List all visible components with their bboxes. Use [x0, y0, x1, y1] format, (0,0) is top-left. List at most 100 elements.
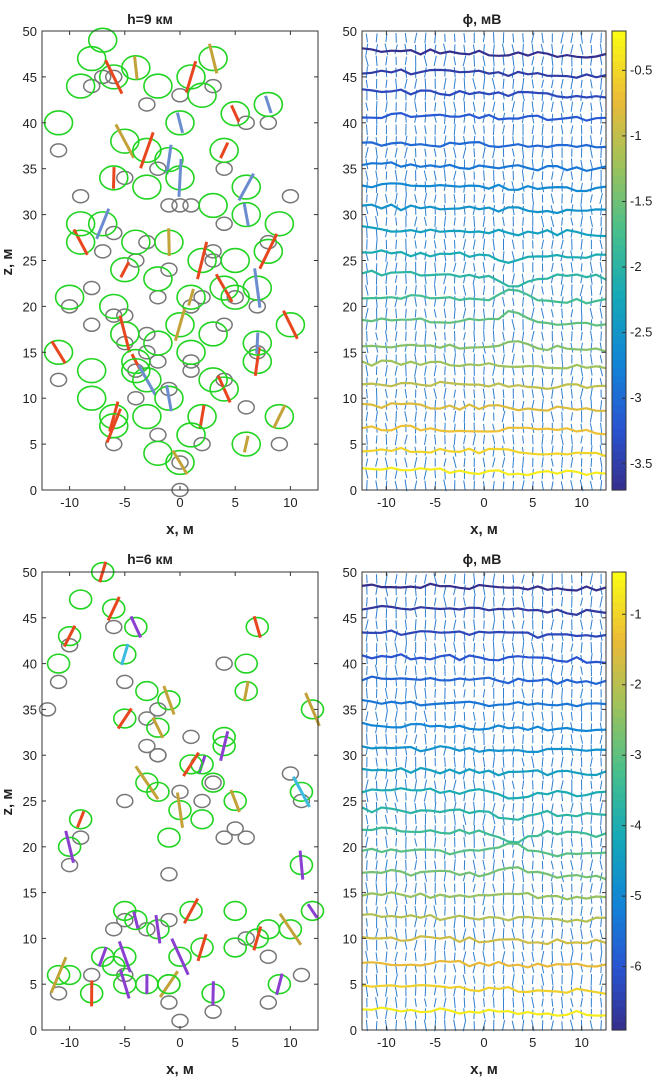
- field-arrow: [521, 700, 525, 710]
- field-arrow: [492, 859, 495, 871]
- field-arrow: [443, 239, 447, 250]
- field-arrow: [550, 836, 554, 848]
- dipole-line: [97, 946, 108, 967]
- colorbar-segment: [612, 854, 626, 863]
- field-arrow: [473, 1008, 476, 1020]
- field-arrow: [424, 998, 427, 1007]
- field-arrow: [423, 710, 428, 723]
- field-arrow: [511, 620, 515, 630]
- field-arrow: [512, 33, 515, 43]
- contour-line: [361, 787, 607, 800]
- gray-ellipse: [237, 115, 255, 131]
- green-ellipse: [165, 312, 195, 338]
- gray-ellipse: [138, 738, 156, 754]
- x-axis-label-top-right: x, м: [470, 521, 498, 538]
- field-arrow: [492, 434, 496, 445]
- contour-line: [361, 675, 607, 686]
- field-arrow: [473, 135, 476, 147]
- field-arrow: [579, 43, 584, 55]
- colorbar-tick-label: -5: [630, 888, 642, 903]
- field-arrow: [492, 342, 496, 353]
- field-arrow: [492, 802, 496, 813]
- field-arrow: [531, 951, 535, 962]
- field-arrow: [599, 986, 603, 997]
- field-arrow: [404, 78, 408, 89]
- field-arrow: [365, 136, 369, 147]
- field-arrow: [424, 125, 427, 135]
- field-arrow: [424, 619, 427, 630]
- field-arrow: [443, 262, 447, 273]
- field-arrow: [599, 193, 603, 204]
- colorbar-segment: [612, 991, 626, 1001]
- field-arrow: [453, 689, 456, 698]
- green-ellipse: [110, 256, 140, 283]
- field-arrow: [492, 101, 496, 112]
- field-arrow: [570, 44, 574, 55]
- field-arrow: [589, 906, 593, 916]
- field-arrow: [551, 43, 554, 56]
- field-arrow: [404, 469, 408, 478]
- field-arrow: [394, 597, 398, 607]
- field-arrow: [560, 734, 564, 744]
- dipole-line: [275, 973, 284, 996]
- field-arrow: [492, 216, 495, 227]
- field-arrow: [570, 918, 573, 927]
- field-arrow: [580, 952, 583, 961]
- field-arrow: [423, 216, 427, 227]
- y-tick-label: 50: [23, 24, 37, 39]
- x-tick-label: 5: [529, 1035, 536, 1050]
- field-arrow: [414, 319, 417, 331]
- field-arrow: [365, 814, 369, 825]
- dipole-line: [198, 405, 206, 429]
- colorbar-segment: [612, 938, 626, 947]
- dipole-line: [104, 59, 124, 95]
- field-arrow: [590, 330, 593, 342]
- colorbar-segment: [612, 907, 626, 917]
- field-arrow: [502, 56, 505, 66]
- field-arrow: [453, 1009, 456, 1019]
- gray-ellipse: [49, 143, 68, 158]
- colorbar-segment: [612, 306, 626, 315]
- colorbar-segment: [612, 572, 626, 581]
- contour-line: [361, 466, 607, 477]
- field-arrow: [599, 239, 603, 250]
- field-arrow: [522, 33, 524, 43]
- colorbar-segment: [612, 686, 626, 695]
- green-ellipse: [121, 229, 151, 255]
- gray-ellipse: [116, 793, 134, 809]
- field-arrow: [551, 973, 554, 986]
- green-ellipse: [190, 937, 214, 958]
- field-arrow: [502, 825, 505, 837]
- contour-line: [361, 203, 607, 215]
- colorbar-tick-label: -1.5: [630, 193, 652, 208]
- field-arrow: [589, 159, 593, 169]
- field-arrow: [550, 159, 554, 170]
- field-arrow: [443, 975, 447, 984]
- field-arrow: [472, 792, 476, 801]
- field-arrow: [365, 388, 368, 399]
- field-arrow: [443, 158, 447, 170]
- field-arrow: [365, 147, 369, 159]
- field-arrow: [550, 619, 554, 631]
- field-arrow: [561, 641, 564, 654]
- dipole-line: [298, 850, 305, 880]
- field-arrow: [502, 435, 505, 444]
- field-arrow: [560, 284, 564, 297]
- field-arrow: [414, 480, 418, 491]
- contour-line: [361, 806, 607, 821]
- field-arrow: [599, 307, 603, 319]
- field-arrow: [453, 147, 457, 159]
- field-arrow: [570, 860, 574, 871]
- field-arrow: [550, 734, 555, 745]
- colorbar-segment: [612, 1007, 626, 1016]
- field-arrow: [521, 653, 525, 665]
- field-arrow: [521, 169, 525, 182]
- field-arrow: [560, 848, 564, 859]
- field-arrow: [385, 631, 388, 641]
- dipole-line: [214, 273, 234, 303]
- field-arrow: [530, 284, 535, 297]
- field-arrow: [531, 745, 535, 756]
- field-arrow: [472, 239, 476, 250]
- field-arrow: [551, 481, 554, 490]
- field-arrow: [414, 285, 417, 296]
